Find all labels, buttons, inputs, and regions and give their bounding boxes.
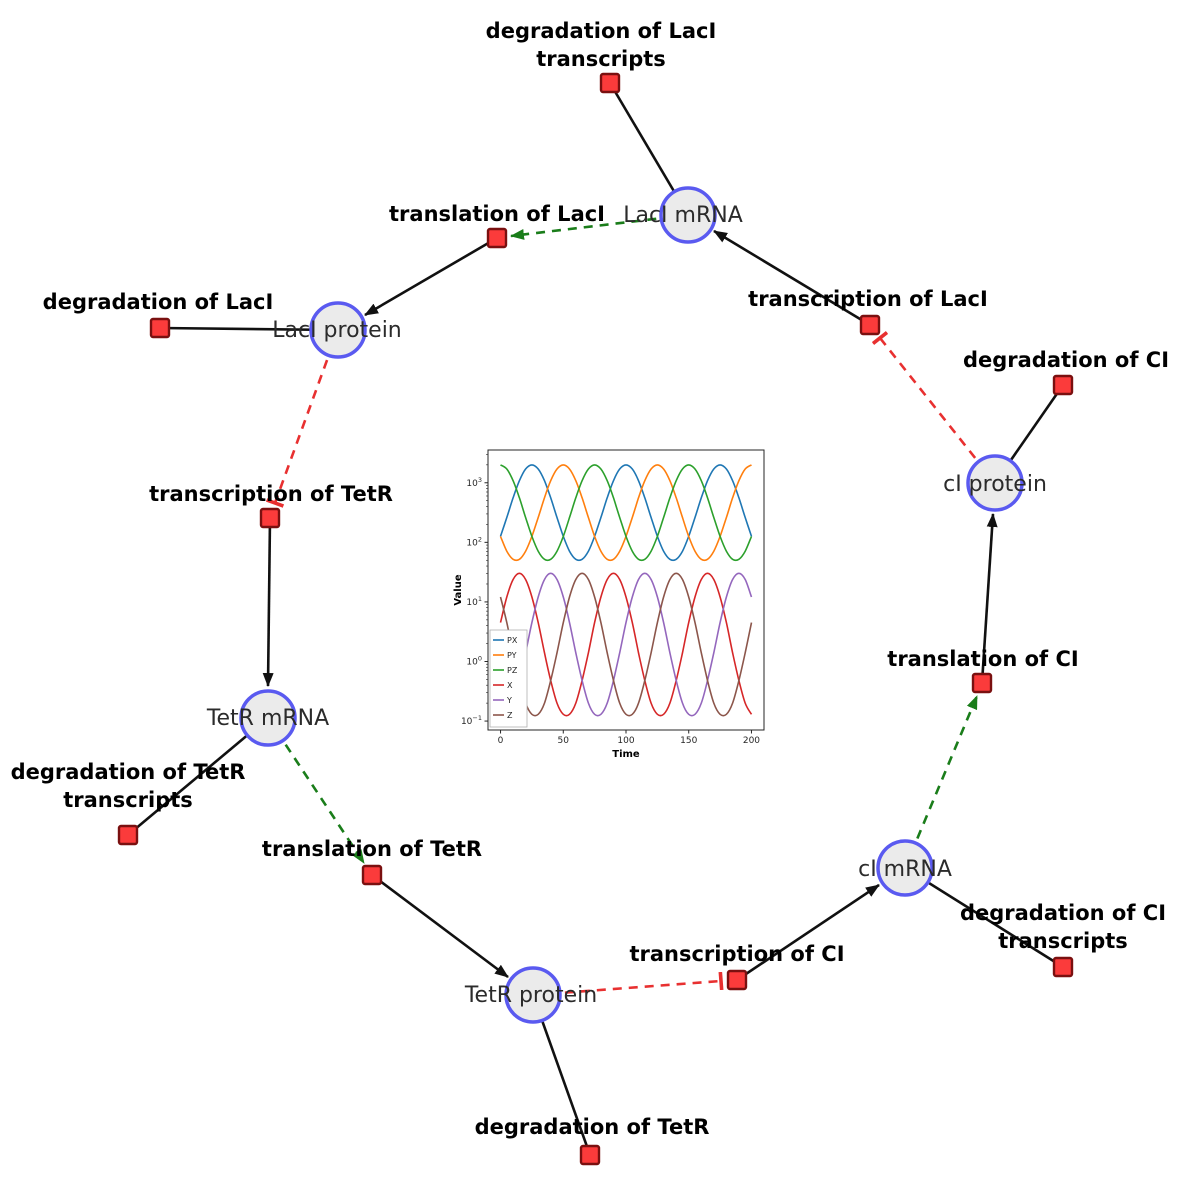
reaction-label-deg-ci-transcripts-1: degradation of CI (960, 901, 1166, 925)
reaction-node-transcription-tetr[interactable] (259, 507, 281, 529)
reaction-nodes (117, 72, 1074, 1166)
chart-xlabel: Time (612, 749, 640, 760)
chart-legend-label-PX: PX (507, 636, 518, 645)
reaction-node-degradation-ci[interactable] (1052, 374, 1074, 396)
chart-ylabel: Value (453, 574, 464, 605)
edge-translation-tetr-to-protein (371, 873, 509, 979)
reaction-node-degradation-tetr-transcripts[interactable] (117, 824, 139, 846)
reaction-label-degradation-laci: degradation of LacI (43, 290, 274, 314)
reaction-node-degradation-tetr[interactable] (579, 1144, 601, 1166)
edge-tetr-mrna-to-deg-transcripts (127, 717, 269, 836)
reaction-label-degradation-tetr: degradation of TetR (475, 1115, 710, 1139)
species-label-ci-protein: cI protein (943, 472, 1047, 497)
reaction-label-deg-ci-transcripts-2: transcripts (998, 929, 1128, 953)
edge-translation-ci-to-protein (980, 513, 998, 684)
chart-xtick-label: 100 (617, 736, 634, 746)
chart-series-PZ (500, 464, 753, 562)
edge-laci-mrna-activates-translation (510, 213, 689, 240)
chart-series-Y (500, 572, 753, 717)
chart-legend-label-PY: PY (507, 651, 517, 660)
chart-ytick-label: 102 (466, 535, 482, 548)
reaction-node-degradation-laci-transcripts[interactable] (599, 72, 621, 94)
species-node-laci-protein[interactable] (309, 301, 367, 359)
edge-ci-mrna-to-deg-transcripts (904, 866, 1064, 969)
edge-transcription-tetr-to-mrna (262, 517, 274, 687)
reaction-label-deg-laci-transcripts-2: transcripts (536, 47, 666, 71)
chart-legend-box (489, 629, 528, 728)
reaction-label-deg-laci-transcripts-1: degradation of LacI (486, 19, 717, 43)
chart-legend: PX PY PZ XYZ (489, 629, 528, 728)
reaction-node-translation-laci[interactable] (486, 227, 508, 249)
species-node-tetr-mrna[interactable] (239, 689, 297, 747)
reaction-label-deg-tetr-transcripts-1: degradation of TetR (11, 760, 246, 784)
reaction-node-translation-ci[interactable] (971, 672, 993, 694)
chart-ytick-label: 103 (466, 476, 482, 489)
species-label-laci-protein: LacI protein (272, 318, 402, 343)
reaction-node-degradation-ci-transcripts[interactable] (1052, 956, 1074, 978)
species-node-laci-mrna[interactable] (659, 186, 717, 244)
species-label-tetr-mrna: TetR mRNA (206, 706, 329, 731)
species-node-ci-mrna[interactable] (876, 839, 934, 897)
chart-legend-label-Z: Z (507, 711, 513, 720)
reaction-labels: degradation of LacI transcripts translat… (11, 19, 1169, 1139)
species-label-tetr-protein: TetR protein (464, 983, 597, 1008)
reaction-label-transcription-ci: transcription of CI (629, 942, 844, 966)
edge-transcription-laci-to-mrna (713, 229, 871, 327)
species-node-ci-protein[interactable] (966, 454, 1024, 512)
chart-legend-label-X: X (507, 681, 513, 690)
chart-ytick-label: 10−1 (461, 714, 482, 727)
chart-series-PX (499, 464, 753, 562)
reaction-label-transcription-laci: transcription of LacI (748, 287, 988, 311)
species-nodes (239, 186, 1024, 1024)
reaction-node-degradation-laci[interactable] (149, 317, 171, 339)
species-label-ci-mrna: cI mRNA (858, 857, 952, 882)
chart-legend-label-PZ: PZ (507, 666, 518, 675)
chart-series (499, 464, 753, 717)
reaction-node-transcription-laci[interactable] (859, 314, 881, 336)
species-label-laci-mrna: LacI mRNA (623, 203, 743, 228)
reaction-node-translation-tetr[interactable] (361, 864, 383, 886)
edge-tetr-mrna-activates-translation (266, 717, 366, 864)
chart-xtick-label: 150 (680, 736, 697, 746)
chart-xtick-label: 200 (743, 736, 760, 746)
species-node-tetr-protein[interactable] (504, 966, 562, 1024)
chart-series-Z (499, 572, 753, 717)
chart-series-X (499, 572, 753, 717)
edge-transcription-ci-to-mrna (736, 883, 880, 982)
reaction-label-translation-laci: translation of LacI (389, 202, 605, 226)
reaction-label-transcription-tetr: transcription of TetR (149, 482, 393, 506)
edge-translation-laci-to-protein (364, 236, 498, 317)
chart-ytick-label: 101 (466, 595, 482, 608)
reaction-label-translation-tetr: translation of TetR (262, 837, 482, 861)
reaction-label-translation-ci: translation of CI (887, 647, 1078, 671)
chart-legend-label-Y: Y (506, 696, 512, 705)
chart-xtick-label: 50 (558, 736, 570, 746)
inset-chart: 10−1 100 101 102 103 0 50 100 150 200 Time Value PX P… (452, 436, 782, 766)
reaction-node-transcription-ci[interactable] (726, 969, 748, 991)
species-labels: LacI mRNA LacI protein cI protein TetR m… (206, 203, 1047, 1008)
reaction-label-degradation-ci: degradation of CI (963, 348, 1169, 372)
chart-ytick-label: 100 (466, 654, 482, 667)
reaction-label-deg-tetr-transcripts-2: transcripts (63, 788, 193, 812)
edge-laci-protein-to-deg (159, 326, 339, 332)
chart-xtick-label: 0 (498, 736, 504, 746)
